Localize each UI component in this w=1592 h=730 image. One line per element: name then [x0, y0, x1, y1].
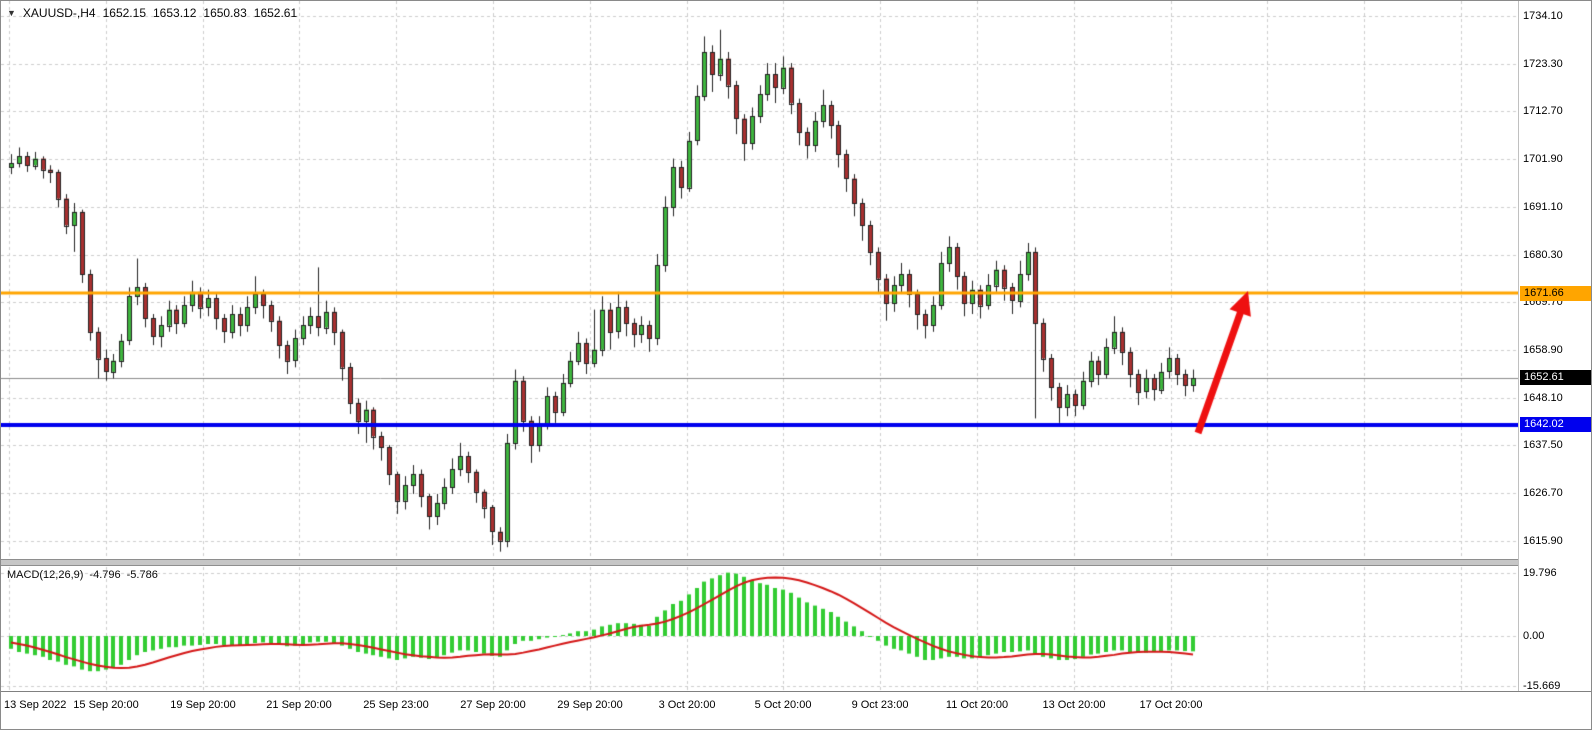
time-axis[interactable]: 13 Sep 2022 15 Sep 20:00 19 Sep 20:00 21 Se…	[1, 691, 1591, 729]
time-axis-label: 19 Sep 20:00	[170, 699, 236, 711]
time-axis-label: 13 Sep 2022	[4, 699, 67, 711]
time-axis-label: 25 Sep 23:00	[363, 699, 429, 711]
time-axis-label: 11 Oct 20:00	[945, 699, 1009, 711]
time-axis-label: 17 Oct 20:00	[1139, 699, 1203, 711]
time-axis-label: 13 Oct 20:00	[1042, 699, 1106, 711]
symbol-info-bar: ▼ XAUUSD-,H4 1652.15 1653.12 1650.83 165…	[7, 6, 297, 20]
time-axis-label: 27 Sep 20:00	[460, 699, 526, 711]
price-axis-label: 1680.30	[1523, 248, 1563, 261]
time-axis-label: 5 Oct 20:00	[754, 699, 812, 711]
macd-axis-label: -15.669	[1523, 680, 1561, 693]
macd-axis-label: 0.00	[1523, 630, 1545, 642]
high-value: 1653.12	[153, 6, 197, 20]
macd-name: MACD(12,26,9)	[7, 569, 84, 581]
macd-signal-value: -5.786	[126, 569, 158, 581]
price-axis-label: 1691.10	[1523, 200, 1563, 213]
price-axis-label: 1637.50	[1523, 439, 1563, 452]
price-axis-label: 1658.90	[1523, 344, 1563, 356]
macd-main-value: -4.796	[89, 569, 121, 581]
price-axis-label: 1734.10	[1523, 10, 1563, 22]
price-axis-label: 1626.70	[1523, 487, 1563, 500]
time-axis-label: 9 Oct 23:00	[851, 699, 909, 711]
price-axis-label: 1615.90	[1523, 535, 1563, 547]
chevron-down-icon[interactable]: ▼	[7, 8, 16, 18]
current-price-badge: 1652.61	[1520, 370, 1591, 385]
open-value: 1652.15	[102, 6, 146, 20]
price-axis-label: 1701.90	[1523, 153, 1563, 166]
close-value: 1652.61	[253, 6, 298, 20]
macd-axis-label: 19.796	[1523, 566, 1557, 579]
time-axis-label: 21 Sep 20:00	[266, 699, 332, 711]
low-value: 1650.83	[203, 6, 247, 20]
time-axis-label: 3 Oct 20:00	[658, 699, 716, 711]
panel-separator[interactable]	[1, 559, 1591, 566]
symbol-timeframe-label: XAUUSD-,H4	[22, 6, 96, 20]
time-axis-label: 15 Sep 20:00	[73, 699, 139, 711]
time-axis-label: 29 Sep 20:00	[557, 699, 623, 711]
price-axis-label: 1648.10	[1523, 391, 1563, 404]
price-axis-label: 1712.70	[1523, 105, 1563, 118]
support-price-badge: 1642.02	[1520, 417, 1591, 432]
price-axis[interactable]: 1734.10 1723.30 1712.70 1701.90 1691.10 1680.…	[1518, 1, 1591, 693]
macd-indicator-label: MACD(12,26,9) -4.796 -5.786	[7, 569, 158, 581]
resistance-price-badge: 1671.66	[1520, 286, 1591, 301]
price-axis-label: 1723.30	[1523, 57, 1563, 70]
